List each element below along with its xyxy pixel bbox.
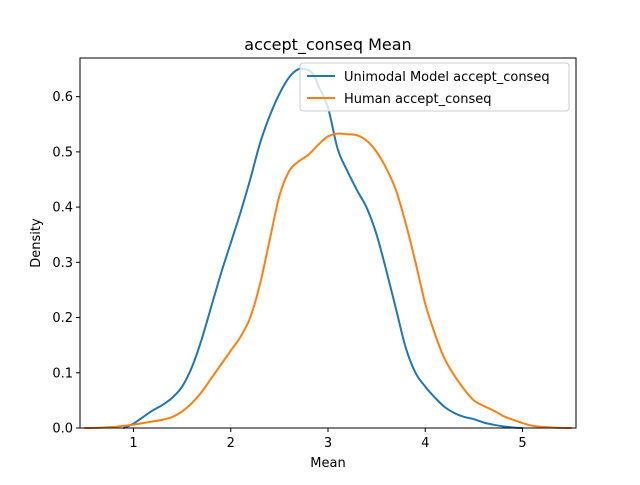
x-axis-ticks: 1 2 3 4 5 <box>129 428 527 451</box>
x-tick-label: 5 <box>518 436 526 451</box>
legend-box <box>299 62 570 112</box>
chart-title: accept_conseq Mean <box>244 35 411 55</box>
x-tick-label: 4 <box>421 436 429 451</box>
legend-label-unimodal: Unimodal Model accept_conseq <box>344 70 550 85</box>
x-tick-label: 2 <box>227 436 235 451</box>
y-axis-ticks: 0.0 0.1 0.2 0.3 0.4 0.5 0.6 <box>52 90 80 437</box>
y-axis-label: Density <box>29 218 44 268</box>
y-tick-label: 0.4 <box>52 201 73 216</box>
x-tick-label: 1 <box>129 436 137 451</box>
y-tick-label: 0.0 <box>52 422 73 437</box>
y-tick-label: 0.2 <box>52 311 73 326</box>
y-tick-label: 0.3 <box>52 256 73 271</box>
x-tick-label: 3 <box>324 436 332 451</box>
y-tick-label: 0.6 <box>52 90 73 105</box>
x-axis-label: Mean <box>310 456 345 471</box>
y-tick-label: 0.5 <box>52 145 73 160</box>
y-tick-label: 0.1 <box>52 366 73 381</box>
series-line-human <box>83 132 573 429</box>
legend-label-human: Human accept_conseq <box>344 92 492 107</box>
legend: Unimodal Model accept_conseq Human accep… <box>299 62 570 112</box>
